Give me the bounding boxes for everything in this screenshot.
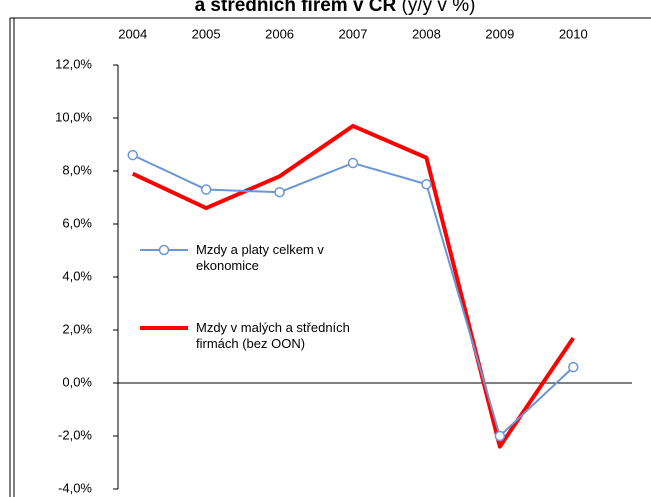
x-tick-label: 2005 — [192, 26, 221, 41]
legend-label: Mzdy a platy celkem v ekonomice — [196, 242, 324, 273]
y-tick-label: 12,0% — [55, 56, 92, 71]
x-tick-label: 2008 — [412, 26, 441, 41]
chart-title: a středních firem v ČR (y/y v %) — [195, 0, 476, 16]
y-tick-label: -2,0% — [58, 427, 92, 442]
title-sub: (y/y v %) — [402, 0, 476, 16]
point — [127, 149, 138, 161]
x-tick-label: 2009 — [485, 26, 514, 41]
x-tick-label: 2010 — [559, 26, 588, 41]
y-tick-label: 10,0% — [55, 109, 92, 124]
x-tick-label: 2004 — [118, 26, 147, 41]
legend-label: Mzdy v malých a středních firmách (bez O… — [196, 320, 350, 351]
title-main: a středních firem v ČR — [195, 0, 397, 16]
point — [200, 184, 212, 195]
series-line — [131, 123, 575, 449]
y-tick-label: 4,0% — [62, 268, 92, 283]
y-tick-label: 2,0% — [62, 321, 92, 336]
y-tick-label: 0,0% — [62, 374, 92, 389]
x-tick-label: 2006 — [265, 26, 294, 41]
point — [421, 179, 432, 190]
point — [568, 361, 579, 373]
point — [274, 186, 285, 198]
y-tick-label: 6,0% — [62, 215, 92, 230]
y-tick-label: 8,0% — [62, 162, 92, 177]
x-tick-label: 2007 — [339, 26, 368, 41]
point — [494, 430, 506, 442]
point — [347, 157, 359, 169]
y-tick-label: -4,0% — [58, 480, 92, 495]
legend-marker — [158, 244, 170, 256]
series-line — [132, 154, 574, 437]
